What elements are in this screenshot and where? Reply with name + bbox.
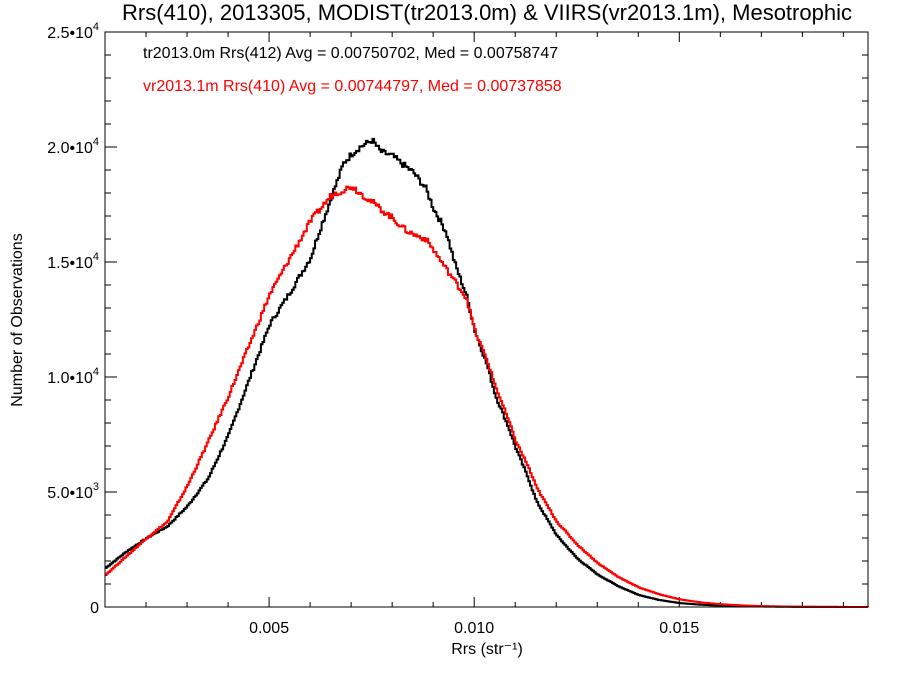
y-tick-label: 0 — [90, 600, 99, 617]
y-tick-label: 5.0•103 — [47, 481, 99, 502]
annotation-red: vr2013.1m Rrs(410) Avg = 0.00744797, Med… — [143, 78, 562, 95]
x-tick-label: 0.010 — [454, 620, 494, 637]
plot-frame — [104, 31, 869, 608]
chart-title: Rrs(410), 2013305, MODIST(tr2013.0m) & V… — [122, 0, 852, 25]
y-axis-ticks: 0 5.0•103 1.0•104 1.5•104 2.0•104 2.5•104 — [47, 21, 868, 617]
y-tick-label: 1.5•104 — [47, 251, 99, 272]
y-axis-label: Number of Observations — [9, 233, 26, 406]
series-line-modis — [105, 137, 869, 608]
y-tick-label: 2.0•104 — [47, 136, 99, 157]
x-tick-label: 0.005 — [249, 620, 289, 637]
x-axis-ticks: 0.005 0.010 0.015 — [145, 32, 844, 637]
y-tick-label: 1.0•104 — [47, 366, 99, 387]
y-tick-label: 2.5•104 — [47, 21, 99, 42]
x-tick-label: 0.015 — [659, 620, 699, 637]
x-axis-label: Rrs (str⁻¹) — [451, 641, 523, 658]
series-lines — [105, 137, 869, 608]
series-line-viirs — [105, 185, 869, 608]
annotation-black: tr2013.0m Rrs(412) Avg = 0.00750702, Med… — [143, 45, 558, 62]
